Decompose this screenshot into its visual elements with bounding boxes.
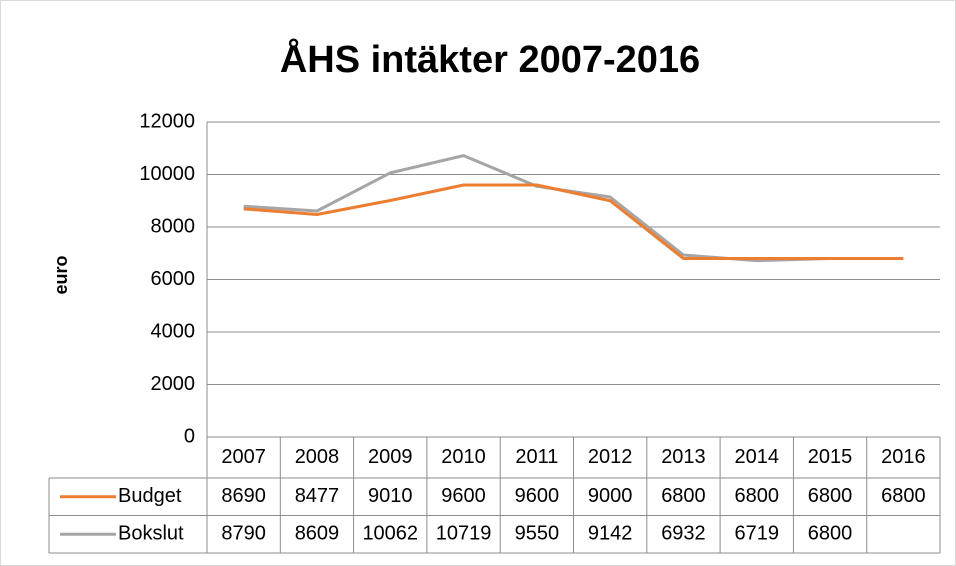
table-value: 6719 bbox=[735, 523, 780, 545]
x-tick-label: 2012 bbox=[588, 446, 633, 468]
chart-title: ÅHS intäkter 2007-2016 bbox=[280, 37, 700, 81]
table-value: 8609 bbox=[295, 523, 340, 545]
table-value: 6800 bbox=[808, 523, 853, 545]
table-value: 10719 bbox=[436, 523, 492, 545]
y-axis-label: euro bbox=[51, 255, 71, 294]
x-tick-label: 2013 bbox=[661, 446, 706, 468]
series-line bbox=[243, 183, 904, 260]
y-tick-label: 2000 bbox=[151, 373, 196, 395]
x-tick-label: 2015 bbox=[808, 446, 853, 468]
x-tick-label: 2011 bbox=[515, 446, 558, 468]
x-tick-label: 2016 bbox=[881, 446, 926, 468]
legend-label: Bokslut bbox=[118, 523, 184, 545]
table-value: 6800 bbox=[881, 485, 926, 507]
x-tick-label: 2010 bbox=[441, 446, 486, 468]
table-value: 6800 bbox=[735, 485, 780, 507]
x-tick-label: 2014 bbox=[735, 446, 780, 468]
y-tick-label: 12000 bbox=[139, 110, 195, 132]
x-tick-label: 2009 bbox=[368, 446, 413, 468]
table-value: 8477 bbox=[295, 485, 340, 507]
table-value: 9010 bbox=[368, 485, 413, 507]
table-value: 6800 bbox=[661, 485, 706, 507]
legend-label: Budget bbox=[118, 485, 182, 507]
y-tick-label: 10000 bbox=[139, 163, 195, 185]
y-tick-label: 8000 bbox=[151, 215, 196, 237]
x-tick-label: 2008 bbox=[295, 446, 340, 468]
y-tick-label: 6000 bbox=[151, 268, 196, 290]
table-value: 6932 bbox=[661, 523, 706, 545]
table-value: 9142 bbox=[588, 523, 633, 545]
table-value: 8790 bbox=[221, 523, 266, 545]
x-tick-label: 2007 bbox=[221, 446, 266, 468]
table-value: 8690 bbox=[221, 485, 266, 507]
table-value: 9600 bbox=[515, 485, 560, 507]
table-value: 9000 bbox=[588, 485, 633, 507]
table-value: 9550 bbox=[515, 523, 560, 545]
table-value: 10062 bbox=[362, 523, 418, 545]
y-tick-label: 0 bbox=[184, 425, 195, 447]
table-value: 6800 bbox=[808, 485, 853, 507]
table-value: 9600 bbox=[441, 485, 486, 507]
y-tick-label: 4000 bbox=[151, 320, 196, 342]
